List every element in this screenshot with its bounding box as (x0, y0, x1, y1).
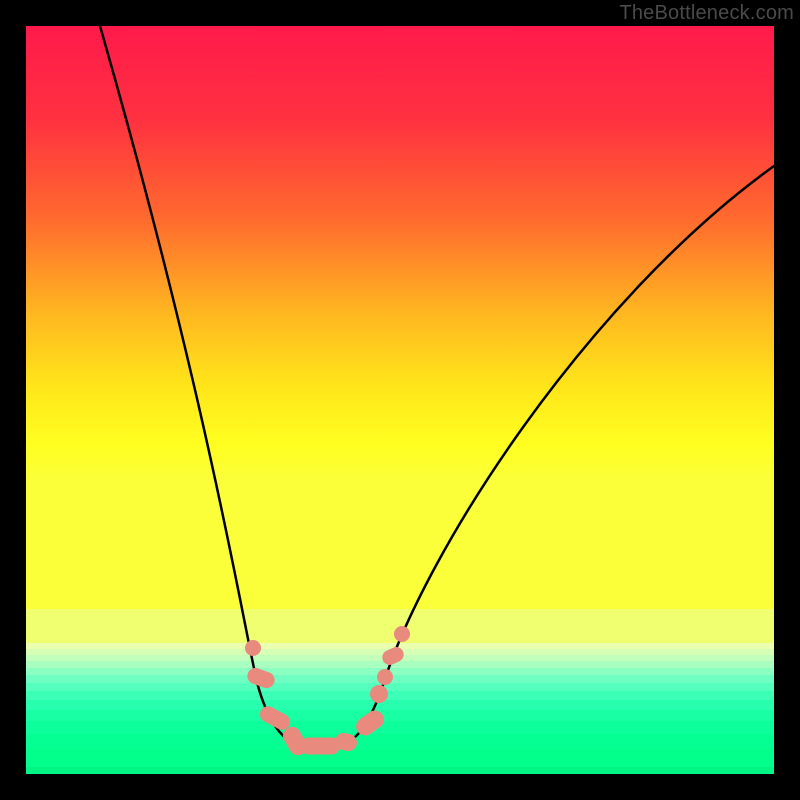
data-markers (26, 26, 774, 774)
watermark-text: TheBottleneck.com (619, 2, 794, 25)
plot-area (26, 26, 774, 774)
chart-container: TheBottleneck.com (0, 0, 800, 800)
